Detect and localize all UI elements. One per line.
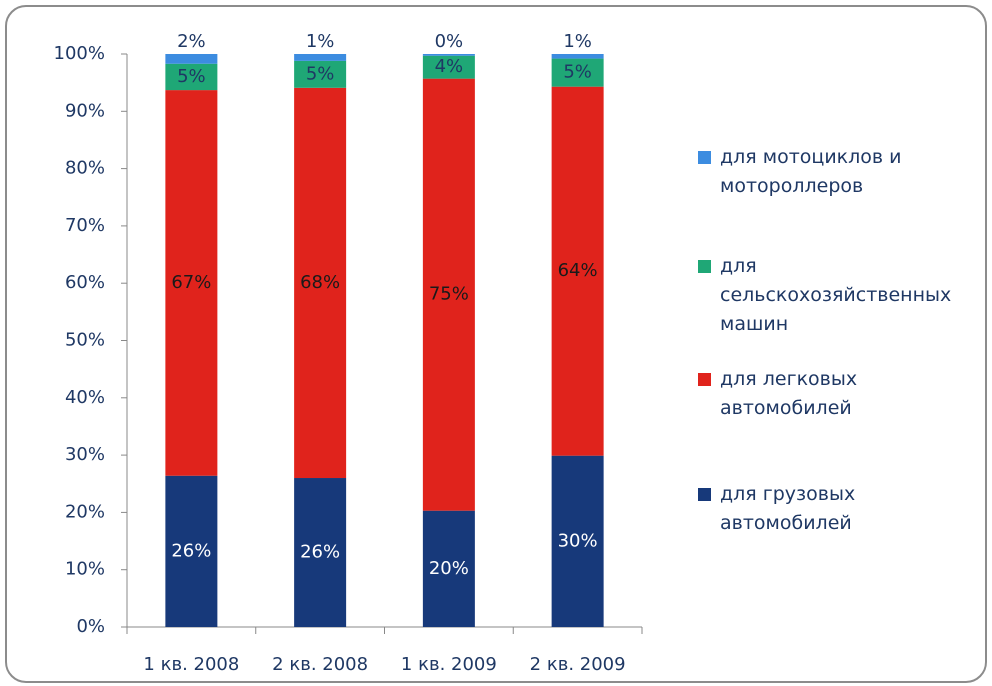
data-label: 68% (300, 272, 340, 293)
y-tick-label: 30% (65, 444, 105, 465)
y-tick-label: 40% (65, 387, 105, 408)
legend-swatch (698, 373, 711, 386)
data-label: 1% (306, 31, 335, 52)
data-label: 26% (300, 542, 340, 563)
y-tick-label: 50% (65, 330, 105, 351)
data-label: 26% (171, 540, 211, 561)
legend-label: для мотоциклов и мотороллеров (720, 146, 902, 197)
bar-segment (422, 78, 475, 511)
legend-entry: для сельскохозяйственных машин (698, 252, 970, 339)
data-label: 4% (435, 56, 464, 77)
data-label: 67% (171, 272, 211, 293)
bar-segment (422, 55, 475, 79)
legend-entry: для легковых автомобилей (698, 365, 920, 423)
y-tick-label: 100% (54, 43, 105, 64)
frame (5, 5, 987, 683)
y-tick-label: 20% (65, 501, 105, 522)
data-label: 5% (177, 66, 206, 87)
data-label: 0% (435, 31, 464, 52)
bar-segment (551, 86, 604, 456)
bar-segment (551, 54, 604, 59)
data-label: 5% (563, 62, 592, 83)
data-label: 30% (558, 530, 598, 551)
legend-entry: для мотоциклов и мотороллеров (698, 143, 920, 201)
bar-segment (551, 455, 604, 627)
bar-segment (165, 54, 218, 64)
bar-segment (422, 510, 475, 627)
bar-segment (294, 60, 347, 88)
y-tick-label: 0% (76, 616, 105, 637)
data-label: 75% (429, 284, 469, 305)
x-tick-label: 2 кв. 2008 (272, 654, 368, 675)
y-tick-label: 90% (65, 100, 105, 121)
legend-label: для сельскохозяйственных машин (720, 255, 952, 335)
bar-segment (165, 63, 218, 91)
bar-segment (551, 58, 604, 87)
legend-swatch (698, 151, 711, 164)
legend-swatch (698, 488, 711, 501)
data-label: 5% (306, 63, 335, 84)
data-label: 20% (429, 558, 469, 579)
bar-segment (165, 475, 218, 627)
x-tick-label: 1 кв. 2008 (143, 654, 239, 675)
data-label: 1% (563, 31, 592, 52)
legend-label: для грузовых автомобилей (720, 483, 856, 534)
legend-swatch (698, 260, 711, 273)
bar-segment (422, 54, 475, 56)
bar-segment (294, 54, 347, 61)
bar-segment (294, 87, 347, 479)
y-tick-label: 80% (65, 158, 105, 179)
x-tick-label: 2 кв. 2009 (530, 654, 626, 675)
data-label: 2% (177, 31, 206, 52)
y-tick-label: 10% (65, 559, 105, 580)
legend-entry: для грузовых автомобилей (698, 480, 920, 538)
x-tick-label: 1 кв. 2009 (401, 654, 497, 675)
y-tick-label: 70% (65, 215, 105, 236)
data-label: 64% (558, 260, 598, 281)
bar-segment (294, 478, 347, 627)
legend-label: для легковых автомобилей (720, 368, 858, 419)
y-tick-label: 60% (65, 272, 105, 293)
bar-segment (165, 90, 218, 476)
